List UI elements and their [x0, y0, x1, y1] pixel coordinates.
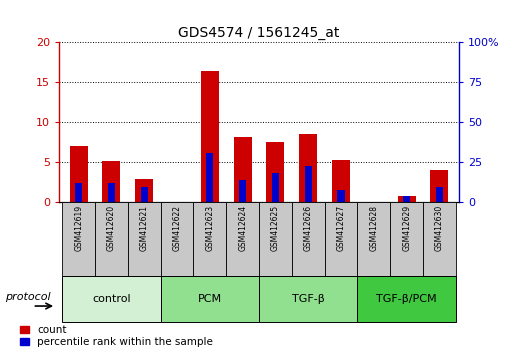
Bar [403, 196, 410, 202]
Text: GSM412629: GSM412629 [402, 205, 411, 251]
Bar [358, 276, 456, 322]
Bar [103, 161, 121, 202]
Bar [161, 202, 193, 276]
Bar [62, 276, 161, 322]
Text: GSM412619: GSM412619 [74, 205, 83, 251]
Bar [141, 188, 148, 202]
Bar [266, 142, 285, 202]
Bar [436, 188, 443, 202]
Text: GSM412623: GSM412623 [205, 205, 214, 251]
Text: GSM412620: GSM412620 [107, 205, 116, 251]
Text: GSM412627: GSM412627 [337, 205, 346, 251]
Text: GSM412624: GSM412624 [238, 205, 247, 251]
Bar [161, 276, 259, 322]
Text: GSM412621: GSM412621 [140, 205, 149, 251]
Bar [332, 160, 350, 202]
Bar [390, 202, 423, 276]
Bar [128, 202, 161, 276]
Text: GSM412625: GSM412625 [271, 205, 280, 251]
Bar [299, 134, 317, 202]
Bar [70, 146, 88, 202]
Text: GSM412630: GSM412630 [435, 205, 444, 251]
Bar [62, 202, 95, 276]
Bar [193, 202, 226, 276]
Bar [338, 190, 345, 202]
Bar [325, 202, 358, 276]
Title: GDS4574 / 1561245_at: GDS4574 / 1561245_at [179, 26, 340, 40]
Bar [95, 202, 128, 276]
Bar [226, 202, 259, 276]
Bar [239, 180, 246, 202]
Text: TGF-β: TGF-β [292, 294, 325, 304]
Bar [259, 276, 358, 322]
Text: GSM412626: GSM412626 [304, 205, 313, 251]
Text: GSM412628: GSM412628 [369, 205, 379, 251]
Bar [358, 202, 390, 276]
Text: GSM412622: GSM412622 [172, 205, 182, 251]
Bar [423, 202, 456, 276]
Bar [75, 183, 82, 202]
Bar [206, 153, 213, 202]
Bar [201, 71, 219, 202]
Bar [108, 183, 115, 202]
Bar [259, 202, 292, 276]
Bar [292, 202, 325, 276]
Bar [272, 173, 279, 202]
Text: protocol: protocol [5, 292, 51, 302]
Text: control: control [92, 294, 131, 304]
Legend: count, percentile rank within the sample: count, percentile rank within the sample [21, 325, 213, 347]
Bar [398, 196, 416, 202]
Text: TGF-β/PCM: TGF-β/PCM [377, 294, 437, 304]
Bar [233, 137, 252, 202]
Bar [305, 166, 312, 202]
Text: PCM: PCM [198, 294, 222, 304]
Bar [430, 170, 448, 202]
Bar [135, 179, 153, 202]
